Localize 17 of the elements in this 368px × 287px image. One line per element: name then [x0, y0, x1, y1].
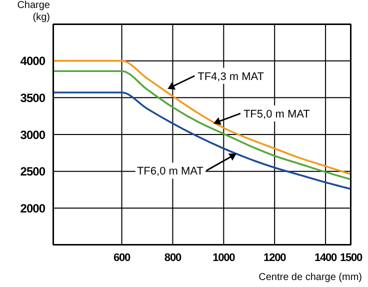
x-tick-label: 1500 [340, 252, 363, 264]
annotation: TF6,0 m MAT [136, 166, 204, 178]
y-tick-label: 2000 [20, 201, 46, 216]
line-series [53, 92, 351, 190]
annotation: TF4,3 m MAT [198, 70, 264, 83]
y-tick-label: 2500 [20, 164, 46, 179]
x-tick-label: 600 [113, 252, 131, 264]
y-tick-label: 3000 [20, 128, 46, 142]
y-tick-label: 4000 [20, 54, 46, 68]
x-tick-label: 800 [164, 252, 182, 264]
x-tick-label: 1400 [314, 252, 338, 264]
x-tick-label: 1000 [212, 252, 236, 264]
y-tick-label: 3500 [20, 90, 46, 105]
x-axis-title: Centre de charge (mm) [258, 272, 362, 283]
annotation: TF5,0 m MAT [243, 108, 310, 120]
x-tick-label: 1200 [264, 252, 286, 264]
y-axis-title: Charge (kg) [16, 0, 50, 24]
